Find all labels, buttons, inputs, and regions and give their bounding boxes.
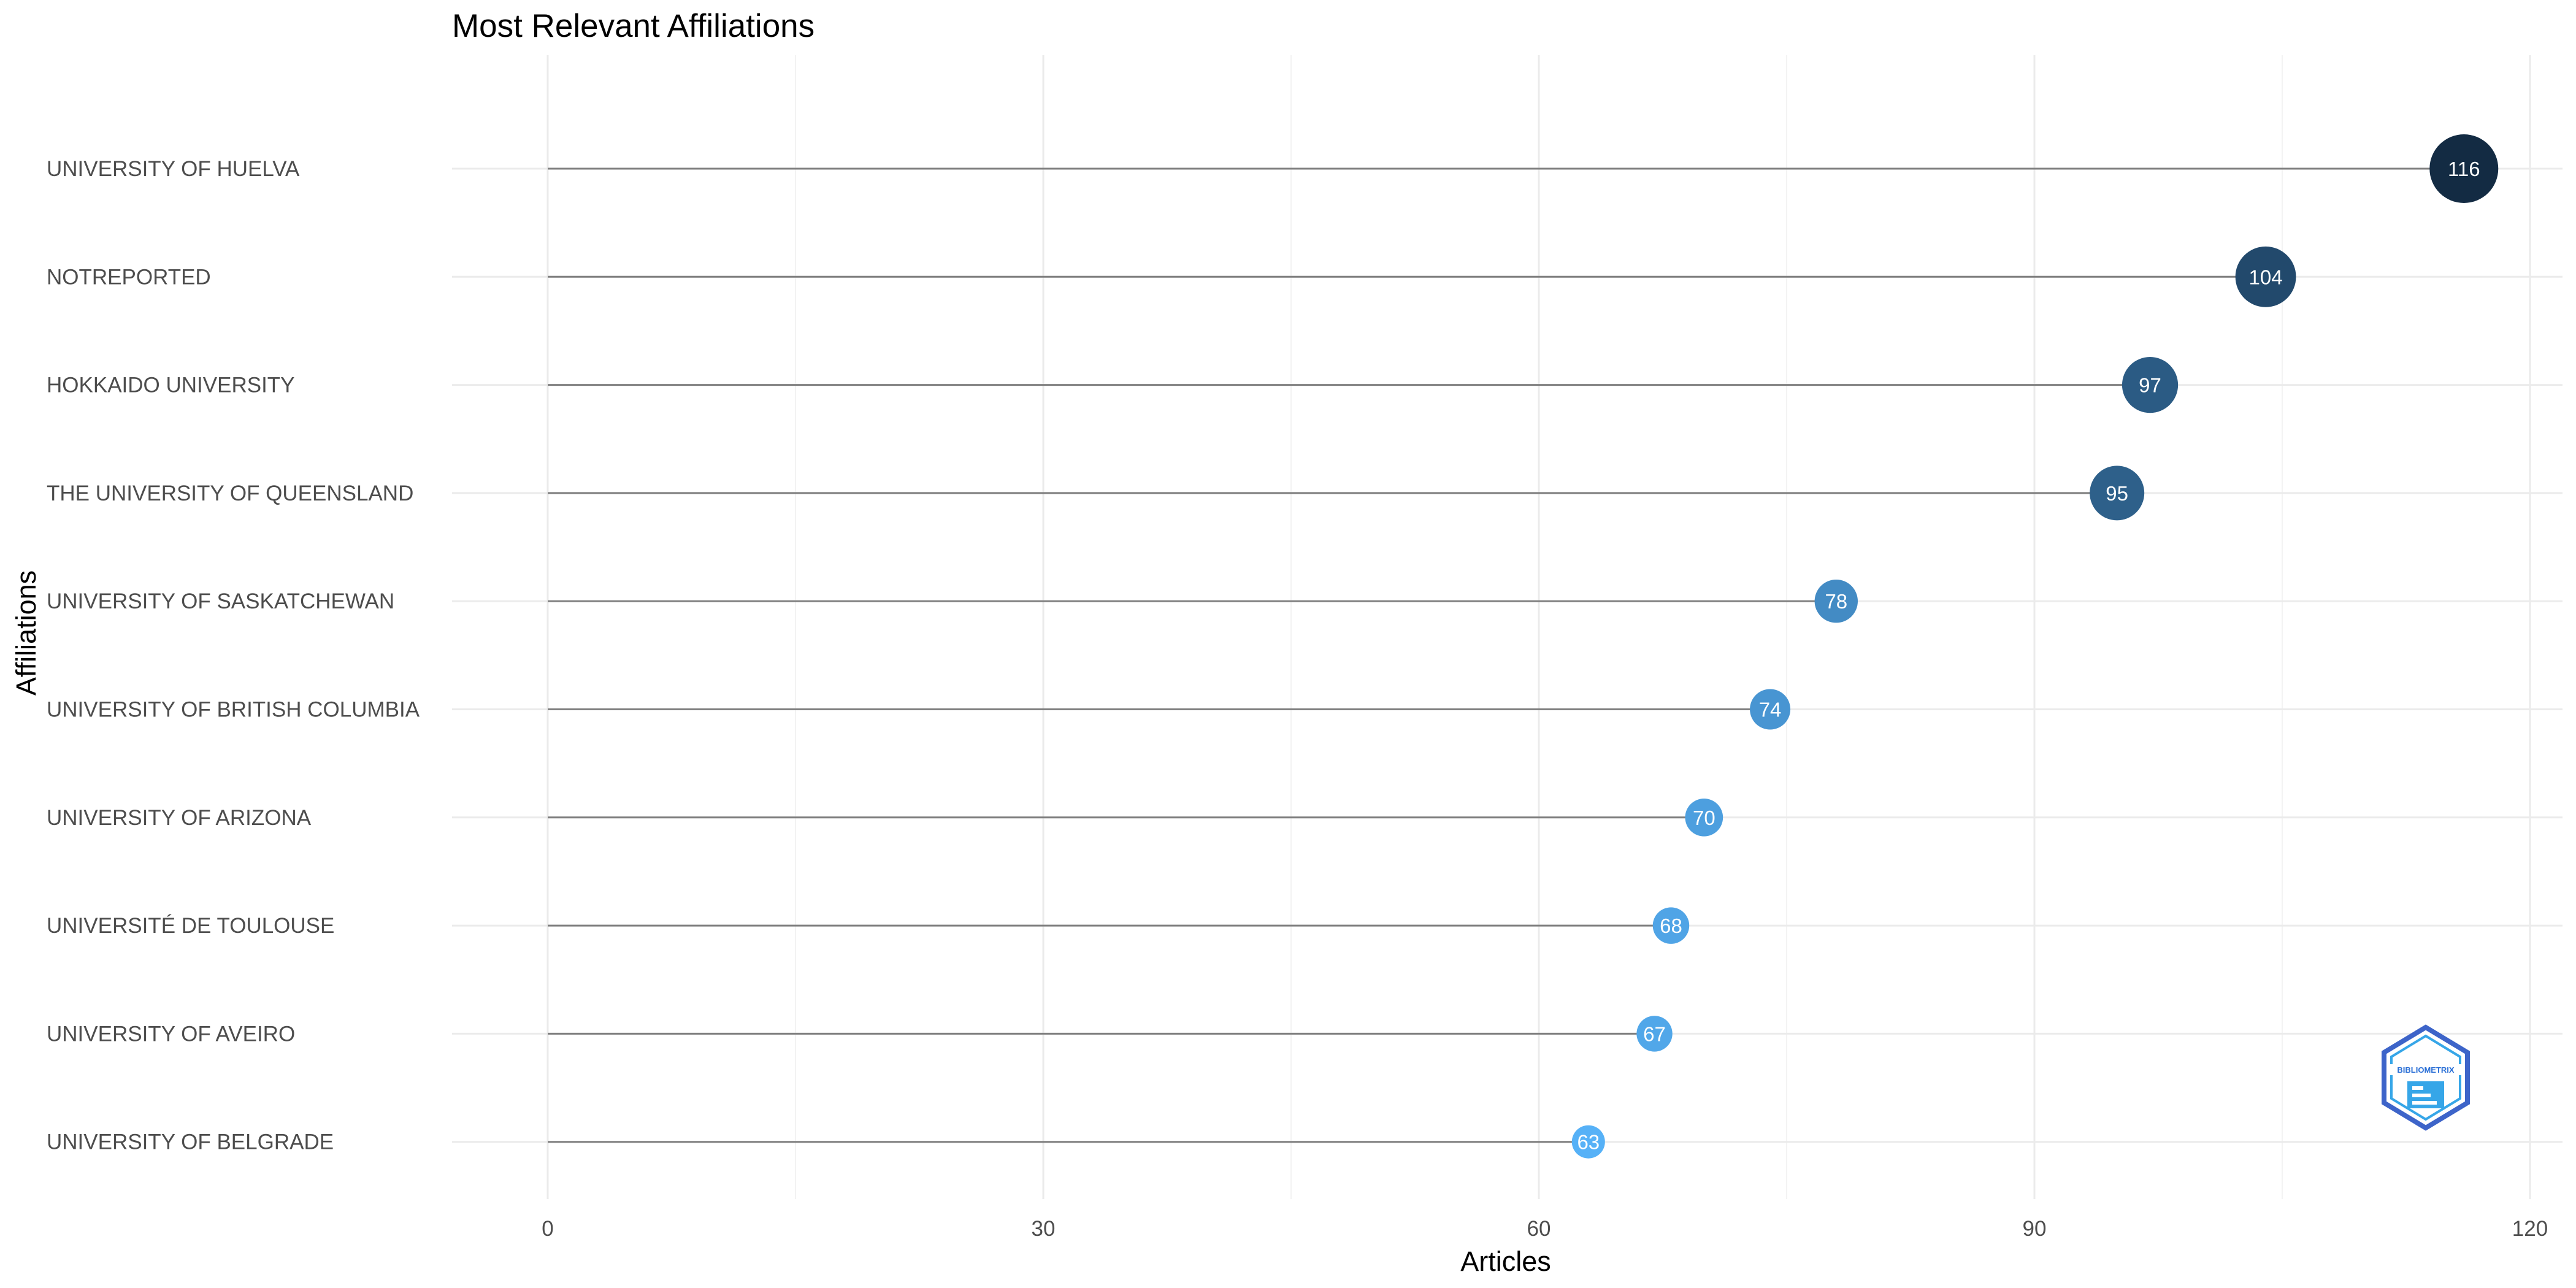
x-tick-label: 0: [542, 1217, 553, 1241]
data-label: 68: [1660, 914, 1682, 937]
data-label: 74: [1759, 699, 1782, 721]
category-label: THE UNIVERSITY OF QUEENSLAND: [47, 481, 413, 505]
lollipop-dot: [1636, 1016, 1673, 1052]
x-tick-label: 30: [1032, 1217, 1056, 1241]
lollipop-dot: [1750, 689, 1791, 730]
category-label: NOTREPORTED: [47, 265, 211, 289]
lollipop-dot: [1652, 907, 1690, 944]
x-axis-title: Articles: [1460, 1246, 1551, 1277]
x-tick-label: 120: [2512, 1217, 2548, 1241]
x-tick-labels: 0 30 60 90 120: [542, 1217, 2548, 1241]
category-label: UNIVERSITY OF SASKATCHEWAN: [47, 589, 394, 613]
category-label: UNIVERSITY OF ARIZONA: [47, 806, 312, 830]
category-label: UNIVERSITÉ DE TOULOUSE: [47, 914, 334, 938]
logo-text: BIBLIOMETRIX: [2397, 1065, 2454, 1075]
stems: [548, 167, 2464, 1143]
data-label: 63: [1577, 1131, 1600, 1154]
data-label: 67: [1643, 1022, 1666, 1045]
grid: [452, 55, 2563, 1199]
category-label: HOKKAIDO UNIVERSITY: [47, 374, 295, 397]
lollipop-dot: [1685, 798, 1723, 837]
lollipop-dot: [2090, 466, 2145, 521]
category-label: UNIVERSITY OF BELGRADE: [47, 1130, 334, 1154]
category-labels: UNIVERSITY OF HUELVA NOTREPORTED HOKKAIDO …: [47, 157, 420, 1154]
data-label: 116: [2448, 158, 2480, 180]
category-label: UNIVERSITY OF AVEIRO: [47, 1022, 295, 1046]
lollipop-dot: [2235, 246, 2296, 307]
data-label: 104: [2249, 266, 2283, 288]
x-tick-label: 60: [1527, 1217, 1551, 1241]
bibliometrix-logo: BIBLIOMETRIX: [2382, 1024, 2470, 1131]
x-tick-label: 90: [2023, 1217, 2047, 1241]
lollipop-dot: [1814, 579, 1858, 623]
data-label: 78: [1825, 590, 1847, 613]
data-label: 70: [1693, 807, 1715, 829]
category-label: UNIVERSITY OF HUELVA: [47, 157, 300, 181]
lollipop-dot: [2429, 134, 2499, 203]
category-label: UNIVERSITY OF BRITISH COLUMBIA: [47, 698, 420, 722]
y-axis-title: Affiliations: [10, 570, 42, 696]
lollipop-dot: [1571, 1125, 1605, 1159]
dots: 116 104 97 95 78 74 70 68 67 63: [1571, 134, 2499, 1159]
data-label: 97: [2139, 374, 2161, 397]
data-label: 95: [2106, 482, 2128, 505]
chart-title: Most Relevant Affiliations: [452, 8, 815, 44]
lollipop-dot: [2122, 356, 2179, 413]
